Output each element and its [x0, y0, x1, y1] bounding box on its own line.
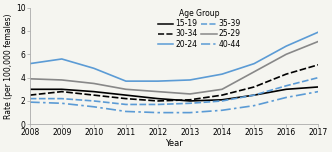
Y-axis label: Rate (per 100,000 females): Rate (per 100,000 females) — [4, 13, 13, 119]
Legend: 15-19, 30-34, 20-24, 35-39, 25-29, 40-44: 15-19, 30-34, 20-24, 35-39, 25-29, 40-44 — [158, 9, 241, 49]
X-axis label: Year: Year — [165, 139, 183, 148]
